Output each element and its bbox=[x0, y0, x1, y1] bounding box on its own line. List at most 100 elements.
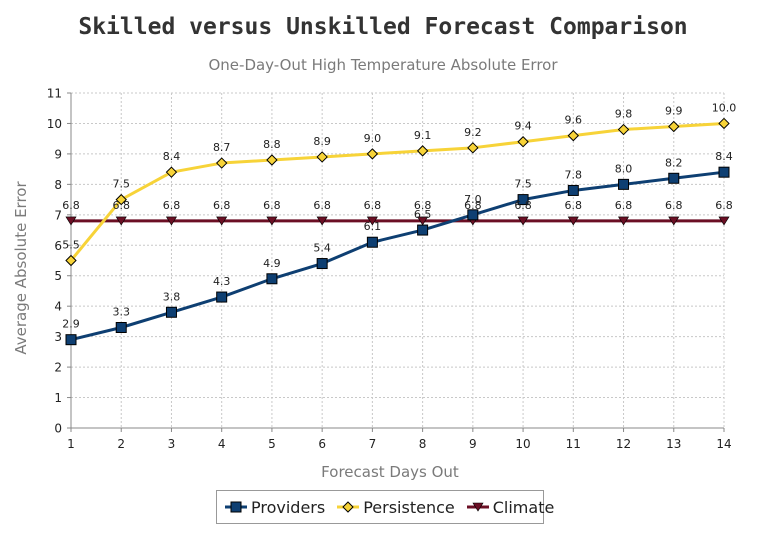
climate-data-label: 6.8 bbox=[163, 199, 181, 212]
climate-data-label: 6.8 bbox=[263, 199, 281, 212]
climate-data-label: 6.8 bbox=[213, 199, 231, 212]
persistence-data-label: 9.9 bbox=[665, 105, 683, 118]
y-tick-label: 11 bbox=[47, 87, 62, 101]
persistence-data-label: 9.4 bbox=[514, 120, 532, 133]
x-tick-label: 9 bbox=[469, 437, 477, 451]
climate-data-label: 6.8 bbox=[62, 199, 80, 212]
providers-point bbox=[367, 237, 377, 247]
legend-marker-providers bbox=[231, 502, 241, 512]
legend-label-providers: Providers bbox=[251, 498, 325, 517]
providers-point bbox=[166, 307, 176, 317]
providers-point bbox=[568, 185, 578, 195]
x-tick-label: 13 bbox=[666, 437, 681, 451]
x-axis-label: Forecast Days Out bbox=[321, 463, 459, 481]
persistence-point bbox=[669, 122, 679, 132]
climate-data-label: 6.8 bbox=[615, 199, 633, 212]
persistence-data-label: 8.7 bbox=[213, 141, 231, 154]
persistence-data-label: 9.1 bbox=[414, 129, 432, 142]
x-tick-label: 12 bbox=[616, 437, 631, 451]
providers-data-label: 8.2 bbox=[665, 156, 683, 169]
providers-data-label: 6.5 bbox=[414, 208, 432, 221]
persistence-point bbox=[619, 125, 629, 135]
y-tick-label: 3 bbox=[54, 330, 62, 344]
persistence-data-label: 9.0 bbox=[364, 132, 382, 145]
providers-point bbox=[719, 167, 729, 177]
persistence-data-label: 8.8 bbox=[263, 138, 281, 151]
providers-data-label: 2.9 bbox=[62, 318, 80, 331]
x-tick-label: 4 bbox=[218, 437, 226, 451]
y-tick-label: 6 bbox=[54, 239, 62, 253]
y-tick-label: 10 bbox=[47, 117, 62, 131]
x-tick-label: 2 bbox=[117, 437, 125, 451]
x-tick-label: 7 bbox=[369, 437, 377, 451]
persistence-point bbox=[217, 158, 227, 168]
providers-data-label: 4.9 bbox=[263, 257, 281, 270]
y-tick-label: 4 bbox=[54, 300, 62, 314]
y-tick-label: 5 bbox=[54, 269, 62, 283]
persistence-point bbox=[267, 155, 277, 165]
climate-data-label: 6.8 bbox=[665, 199, 683, 212]
legend: Providers Persistence Climate bbox=[216, 490, 544, 524]
persistence-point bbox=[367, 149, 377, 159]
legend-label-persistence: Persistence bbox=[363, 498, 455, 517]
providers-point bbox=[619, 179, 629, 189]
climate-data-label: 6.8 bbox=[313, 199, 331, 212]
providers-data-label: 5.4 bbox=[313, 242, 331, 255]
legend-label-climate: Climate bbox=[493, 498, 555, 517]
providers-point bbox=[217, 292, 227, 302]
providers-data-label: 7.5 bbox=[514, 178, 532, 191]
x-tick-label: 3 bbox=[168, 437, 176, 451]
axes: 012345678910111 2 3 4 5 6 7 8 9 10 11 12 13 14 bbox=[47, 87, 732, 452]
providers-data-label: 4.3 bbox=[213, 275, 231, 288]
y-tick-label: 7 bbox=[54, 208, 62, 222]
climate-data-label: 6.8 bbox=[514, 199, 532, 212]
legend-item-providers: Providers bbox=[225, 498, 325, 517]
providers-data-label: 8.0 bbox=[615, 162, 633, 175]
y-tick-label: 8 bbox=[54, 178, 62, 192]
x-tick-label: 14 bbox=[716, 437, 731, 451]
x-tick-label: 6 bbox=[318, 437, 326, 451]
providers-point bbox=[418, 225, 428, 235]
persistence-point bbox=[518, 137, 528, 147]
climate-data-label: 6.8 bbox=[715, 199, 733, 212]
climate-data-label: 6.8 bbox=[364, 199, 382, 212]
providers-point bbox=[116, 323, 126, 333]
persistence-data-label: 8.4 bbox=[163, 150, 181, 163]
y-tick-label: 9 bbox=[54, 147, 62, 161]
persistence-data-label: 7.5 bbox=[112, 178, 130, 191]
x-tick-label: 10 bbox=[515, 437, 530, 451]
y-tick-label: 1 bbox=[54, 391, 62, 405]
providers-point bbox=[267, 274, 277, 284]
y-tick-label: 2 bbox=[54, 361, 62, 375]
providers-point bbox=[66, 335, 76, 345]
legend-item-persistence: Persistence bbox=[337, 498, 455, 517]
providers-point bbox=[317, 259, 327, 269]
persistence-data-label: 9.2 bbox=[464, 126, 482, 139]
legend-swatch-persistence bbox=[337, 500, 359, 514]
grid bbox=[71, 93, 724, 428]
x-tick-label: 11 bbox=[566, 437, 581, 451]
persistence-line bbox=[71, 123, 724, 260]
providers-data-label: 6.1 bbox=[364, 220, 382, 233]
climate-data-label: 6.8 bbox=[565, 199, 583, 212]
providers-data-label: 7.0 bbox=[464, 193, 482, 206]
persistence-point bbox=[568, 131, 578, 141]
legend-swatch-providers bbox=[225, 500, 247, 514]
x-tick-label: 1 bbox=[67, 437, 75, 451]
persistence-data-label: 10.0 bbox=[712, 101, 737, 114]
persistence-data-label: 9.6 bbox=[565, 114, 583, 127]
persistence-data-label: 8.9 bbox=[313, 135, 331, 148]
persistence-data-label: 5.5 bbox=[62, 239, 80, 252]
legend-item-climate: Climate bbox=[467, 498, 555, 517]
x-tick-label: 5 bbox=[268, 437, 276, 451]
persistence-point bbox=[719, 118, 729, 128]
legend-marker-persistence bbox=[343, 502, 353, 512]
persistence-point bbox=[468, 143, 478, 153]
y-tick-label: 0 bbox=[54, 422, 62, 436]
x-tick-label: 8 bbox=[419, 437, 427, 451]
y-axis-label: Average Absolute Error bbox=[12, 181, 30, 355]
providers-data-label: 3.8 bbox=[163, 290, 181, 303]
data-labels: 6.8 6.8 6.8 6.8 6.8 6.8 6.8 6.8 6.8 6.8 6.8 6.8 6.8 6… bbox=[62, 101, 736, 330]
persistence-point bbox=[317, 152, 327, 162]
